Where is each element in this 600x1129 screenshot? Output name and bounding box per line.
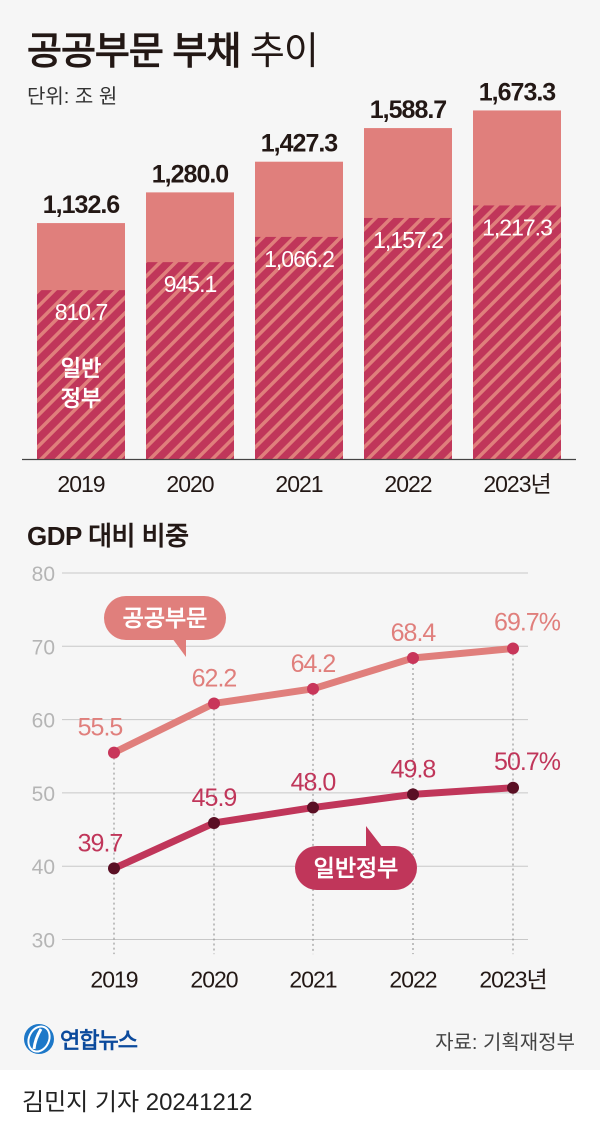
data-label-general-government: 50.7% [494, 748, 561, 776]
bar-general-government [473, 205, 561, 459]
x-tick-label: 2020 [190, 967, 237, 993]
point-public-sector [507, 642, 519, 655]
callout-pointer [366, 826, 383, 848]
y-tick-label: 60 [32, 710, 55, 733]
data-label-public-sector: 69.7% [494, 608, 561, 636]
page-title: 공공부문 부채 추이 [27, 20, 319, 75]
y-tick-label: 70 [32, 636, 55, 659]
bar-total-label: 1,673.3 [479, 78, 556, 106]
point-public-sector [407, 652, 419, 665]
bar-category-label: 2023년 [483, 471, 550, 497]
x-tick-label: 2019 [90, 967, 137, 993]
point-public-sector [307, 682, 319, 695]
bar-general-government [37, 290, 125, 459]
data-label-general-government: 39.7 [78, 829, 123, 857]
y-tick-label: 40 [32, 856, 55, 879]
callout-public-sector-label: 공공부문 [123, 605, 208, 631]
bar-category-label: 2021 [275, 471, 322, 497]
point-general-government [307, 801, 319, 814]
callout-public-sector [104, 596, 226, 640]
point-general-government [507, 781, 519, 794]
inner-label-line1: 일반 [61, 356, 101, 381]
bar-total-label: 1,132.6 [43, 191, 120, 219]
data-label-public-sector: 64.2 [291, 650, 336, 678]
byline: 김민지 기자 20241212 [22, 1089, 253, 1116]
data-label-general-government: 45.9 [192, 784, 237, 812]
data-label-general-government: 48.0 [291, 769, 336, 797]
bar-general-label: 810.7 [55, 299, 108, 325]
bar-general-label: 1,066.2 [264, 246, 334, 272]
yonhap-logo: 연합뉴스 [22, 1022, 138, 1056]
callout-pointer [172, 638, 186, 657]
y-tick-label: 80 [32, 563, 55, 586]
bar-category-label: 2020 [166, 471, 213, 497]
inner-label-line2: 정부 [61, 386, 101, 411]
y-tick-label: 30 [32, 930, 55, 953]
logo-text: 연합뉴스 [60, 1028, 138, 1053]
title-bold: 공공부문 부채 [27, 31, 241, 73]
x-tick-label: 2021 [289, 967, 336, 993]
data-label-general-government: 49.8 [391, 755, 436, 783]
bar-general-government [364, 217, 452, 459]
data-label-public-sector: 62.2 [192, 664, 237, 692]
x-tick-label: 2023년 [479, 967, 546, 993]
bar-general-government [255, 236, 343, 459]
bar-general-label: 1,217.3 [482, 214, 552, 240]
title-light: 추이 [249, 31, 319, 73]
bar-general-label: 945.1 [164, 271, 217, 297]
source-credit: 자료: 기획재정부 [435, 1032, 575, 1054]
bar-total-label: 1,588.7 [370, 96, 447, 124]
data-label-public-sector: 55.5 [78, 714, 123, 742]
point-general-government [407, 788, 419, 801]
bar-general-government [146, 262, 234, 459]
bar-total-label: 1,280.0 [152, 160, 229, 188]
y-tick-label: 50 [32, 783, 55, 806]
x-tick-label: 2022 [389, 967, 436, 993]
unit-label: 단위: 조 원 [27, 86, 118, 108]
callout-general-government [295, 846, 417, 890]
data-label-public-sector: 68.4 [391, 619, 437, 647]
bar-chart: 1,132.6 810.7 2019 1,280.0 945.1 2020 1,427.3 1… [22, 78, 576, 497]
bar-category-label: 2019 [57, 471, 104, 497]
point-public-sector [108, 746, 120, 759]
yonhap-logo-icon [24, 1024, 54, 1054]
bar-total-label: 1,427.3 [261, 130, 338, 158]
bar-general-label: 1,157.2 [373, 227, 443, 253]
line-chart: 80 70 60 50 40 30 2019 2020 2021 2022 2023년 공공부문일… [32, 563, 562, 993]
point-general-government [208, 816, 220, 829]
section-title-gdp-ratio: GDP 대비 비중 [27, 521, 189, 551]
callout-general-government-label: 일반정부 [314, 855, 399, 881]
point-public-sector [208, 697, 220, 710]
bar-category-label: 2022 [384, 471, 431, 497]
point-general-government [108, 862, 120, 875]
